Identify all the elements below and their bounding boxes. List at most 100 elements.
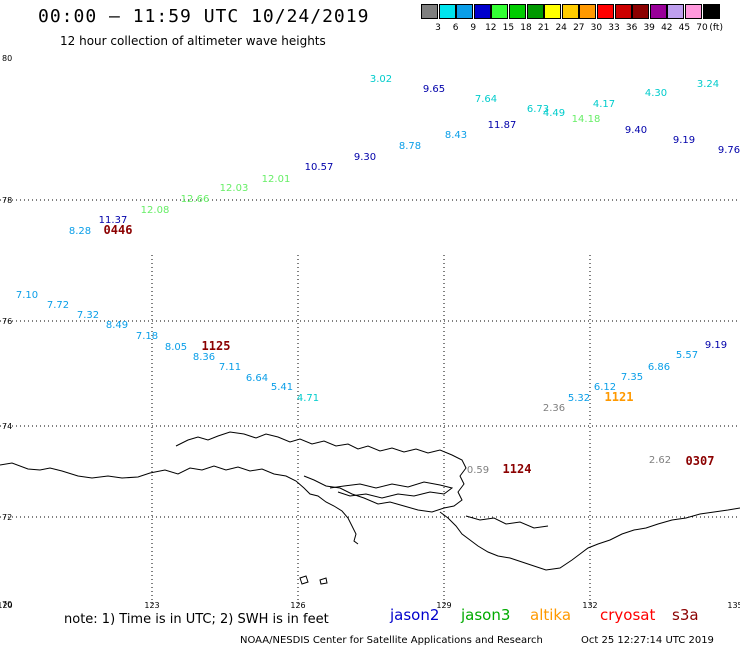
scale-label: 30 (590, 23, 603, 33)
graticule: 80 78 76 74 72 70120 123 126 129 132 135 (0, 54, 740, 610)
pass-time-label: 0446 (104, 223, 133, 237)
map-subtitle: 12 hour collection of altimeter wave hei… (60, 34, 326, 48)
scale-label: 24 (555, 23, 567, 33)
pass-time-labels: 0446 1125 1121 1124 0307 (104, 223, 715, 476)
taymyr-north-coast (175, 431, 467, 513)
scale-swatch (509, 4, 526, 19)
footer-note: note: 1) Time is in UTC; 2) SWH is in fe… (64, 612, 329, 627)
wave-height-label: 4.30 (645, 88, 667, 99)
satellite-legend-item: altika (530, 606, 572, 624)
wave-height-label: 5.41 (271, 382, 293, 393)
latitude-label: 80 (2, 54, 12, 63)
wave-height-label: 6.12 (594, 382, 616, 393)
latitude-label: 78 (2, 196, 12, 205)
wave-height-label: 9.19 (673, 135, 695, 146)
scale-swatch (544, 4, 562, 19)
wave-height-label: 3.02 (370, 74, 392, 85)
latitude-label: 72 (2, 513, 12, 522)
wave-height-label: 7.11 (219, 362, 241, 373)
scale-swatch (614, 4, 632, 19)
khatanga-bay (329, 481, 454, 499)
satellite-legend-item: jason3 (461, 606, 511, 624)
scale-swatch (473, 4, 491, 19)
wave-height-label: 8.28 (69, 226, 91, 237)
scale-swatch (491, 4, 509, 19)
scale-swatch (561, 4, 579, 19)
wave-height-label: 7.64 (475, 94, 497, 105)
wave-height-label: 9.40 (625, 125, 647, 136)
latitude-label: 70 (2, 600, 12, 609)
wave-height-label: 9.19 (705, 340, 727, 351)
wave-height-label: 8.49 (106, 320, 128, 331)
wave-height-label: 11.87 (488, 120, 517, 131)
scale-swatch (702, 4, 720, 19)
scale-label: 45 (678, 23, 691, 33)
scale-swatch (456, 4, 474, 19)
credit-line: NOAA/NESDIS Center for Satellite Applica… (240, 635, 543, 646)
islet-1 (299, 575, 309, 585)
wave-height-label: 7.72 (47, 300, 69, 311)
wave-height-label: 2.36 (543, 403, 565, 414)
wave-height-label: 5.32 (568, 393, 590, 404)
wave-height-label: 10.57 (305, 162, 334, 173)
pass-time-label: 1125 (202, 339, 231, 353)
scale-swatch (685, 4, 702, 19)
longitude-label: 135 (727, 601, 740, 610)
taymyr-coastline (0, 462, 359, 545)
scale-label: 42 (661, 23, 673, 33)
scale-label: 15 (502, 23, 515, 33)
lena-coast (439, 507, 740, 571)
wave-height-label: 0.59 (467, 465, 489, 476)
scale-label: 21 (537, 23, 550, 33)
longitude-label: 120 (0, 601, 13, 610)
pass-time-label: 1124 (503, 462, 532, 476)
wave-height-label: 12.08 (141, 205, 170, 216)
wave-height-label: 4.49 (543, 108, 565, 119)
wave-height-label: 12.66 (181, 194, 210, 205)
scale-label: 6 (452, 23, 459, 33)
scale-label: 18 (520, 23, 532, 33)
coastline (0, 431, 740, 585)
wave-height-label: 4.71 (297, 393, 319, 404)
scale-label: 3 (435, 23, 441, 33)
wave-height-label: 2.62 (649, 455, 671, 466)
generated-timestamp: Oct 25 12:27:14 UTC 2019 (581, 635, 714, 646)
satellite-legend-item: s3a (672, 606, 699, 624)
wave-height-label: 8.05 (165, 342, 187, 353)
longitude-label: 123 (144, 601, 159, 610)
longitude-label: 129 (436, 601, 451, 610)
scale-swatch (579, 4, 597, 19)
wave-height-label: 9.30 (354, 152, 376, 163)
wave-height-label: 8.78 (399, 141, 421, 152)
scale-label: 12 (485, 23, 497, 33)
scale-label: 27 (573, 23, 585, 33)
scale-label: 70 (696, 23, 708, 33)
wave-height-label: 14.18 (572, 114, 601, 125)
wave-height-label: 9.76 (718, 145, 740, 156)
satellite-legend-item: jason2 (390, 606, 440, 624)
islet-2 (319, 577, 328, 585)
wave-height-label: 12.03 (220, 183, 249, 194)
olenek-inlet (465, 515, 549, 529)
footer-note-row: note: 1) Time is in UTC; 2) SWH is in fe… (64, 608, 329, 627)
scale-swatch (667, 4, 685, 19)
latitude-label: 74 (2, 422, 12, 431)
scale-swatch (649, 4, 667, 19)
pass-time-label: 0307 (686, 454, 715, 468)
wave-height-label: 9.65 (423, 84, 445, 95)
wave-height-label: 7.35 (621, 372, 643, 383)
wave-height-label: 4.17 (593, 99, 615, 110)
scale-unit: (ft) (709, 23, 723, 33)
wave-height-label: 7.10 (16, 290, 38, 301)
scale-swatch (526, 4, 544, 19)
wave-height-label: 12.01 (262, 174, 291, 185)
scale-swatch (632, 4, 650, 19)
scale-label: 9 (470, 23, 477, 33)
map-title: 00:00 – 11:59 UTC 10/24/2019 (38, 6, 370, 27)
wave-height-label: 7.32 (77, 310, 99, 321)
wave-height-label: 6.73 (527, 104, 549, 115)
wave-height-label: 8.36 (193, 352, 215, 363)
wave-height-label: 6.64 (246, 373, 268, 384)
scale-label: 39 (643, 23, 655, 33)
wave-height-label: 11.37 (99, 215, 128, 226)
